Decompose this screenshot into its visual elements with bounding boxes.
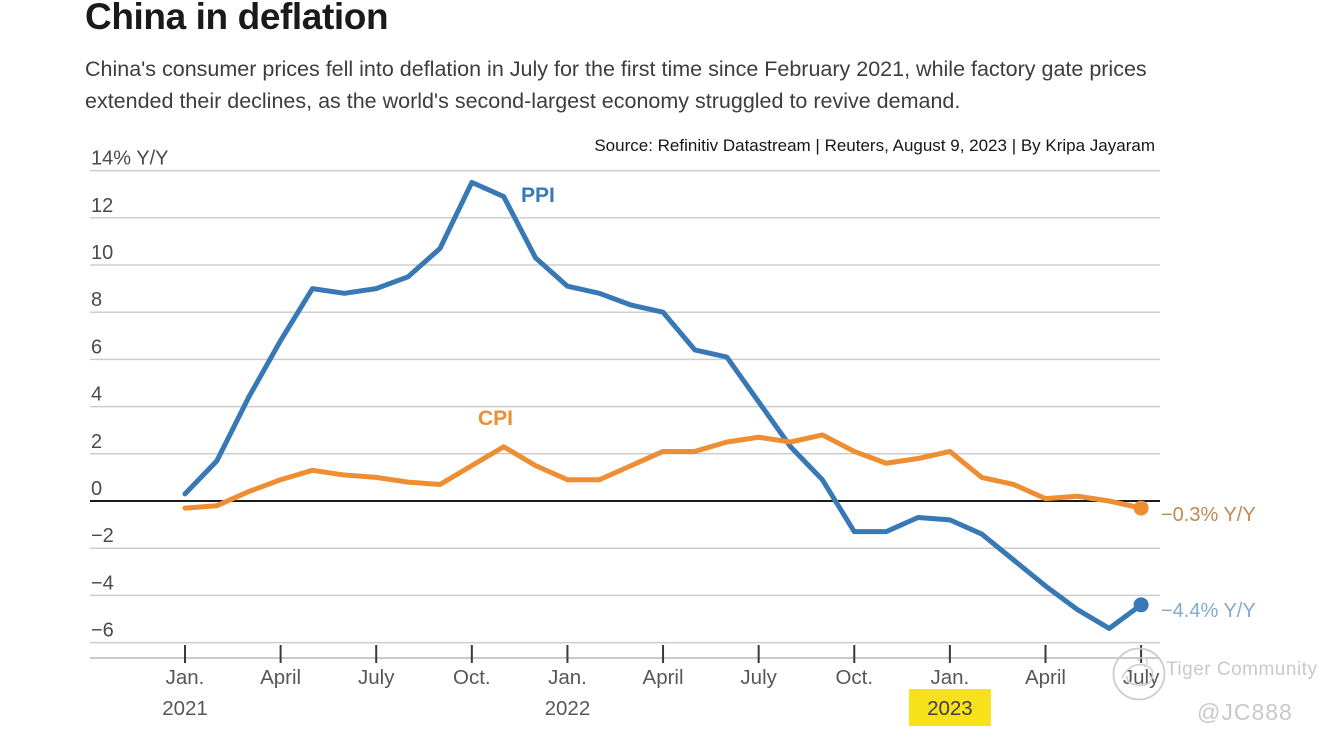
svg-text:2022: 2022 <box>545 697 591 720</box>
chart-subtitle: China's consumer prices fell into deflat… <box>85 57 1147 113</box>
svg-text:−2: −2 <box>91 525 114 547</box>
svg-text:10: 10 <box>91 242 113 264</box>
ppi-end-dot <box>1133 597 1149 613</box>
svg-text:Jan.: Jan. <box>931 666 970 689</box>
ppi-end-value-label: −4.4% Y/Y <box>1161 600 1256 622</box>
svg-text:6: 6 <box>91 336 102 358</box>
svg-text:−6: −6 <box>91 620 114 642</box>
svg-text:July: July <box>740 666 777 689</box>
svg-text:8: 8 <box>91 289 102 311</box>
watermark-handle-text: @JC888 <box>1197 699 1293 725</box>
svg-text:2021: 2021 <box>162 697 208 720</box>
svg-text:Jan.: Jan. <box>166 666 205 689</box>
svg-text:Oct.: Oct. <box>453 666 491 689</box>
chart-title: China in deflation <box>85 0 389 37</box>
cpi-end-dot <box>1133 500 1149 516</box>
svg-text:April: April <box>260 666 301 689</box>
svg-text:0: 0 <box>91 478 102 500</box>
svg-text:July: July <box>358 666 395 689</box>
cpi-line-label: CPI <box>478 407 514 430</box>
source-line: Source: Refinitiv Datastream | Reuters, … <box>594 136 1155 155</box>
svg-text:Oct.: Oct. <box>835 666 873 689</box>
watermark-community-text: Tiger Community <box>1166 659 1318 680</box>
svg-text:2023: 2023 <box>927 697 973 720</box>
ppi-line-label: PPI <box>521 184 555 207</box>
tiger-logo-icon <box>1112 647 1166 701</box>
svg-text:−4: −4 <box>91 572 114 594</box>
cpi-end-value-label: −0.3% Y/Y <box>1161 504 1256 526</box>
svg-text:April: April <box>643 666 684 689</box>
svg-text:2: 2 <box>91 431 102 453</box>
year-highlight <box>908 689 991 726</box>
x-axis: Jan. 2021 April July Oct. Jan. 2022 April July Oc… <box>90 645 1160 726</box>
svg-text:April: April <box>1025 666 1066 689</box>
svg-text:Jan.: Jan. <box>548 666 587 689</box>
y-gridlines: 14% Y/Y 12 10 8 6 4 2 0 −2 −4 −6 <box>90 148 1160 644</box>
svg-text:14% Y/Y: 14% Y/Y <box>91 148 168 170</box>
ppi-line <box>182 179 1144 631</box>
cpi-line <box>182 432 1144 511</box>
svg-text:4: 4 <box>91 384 102 406</box>
svg-text:12: 12 <box>91 195 113 217</box>
